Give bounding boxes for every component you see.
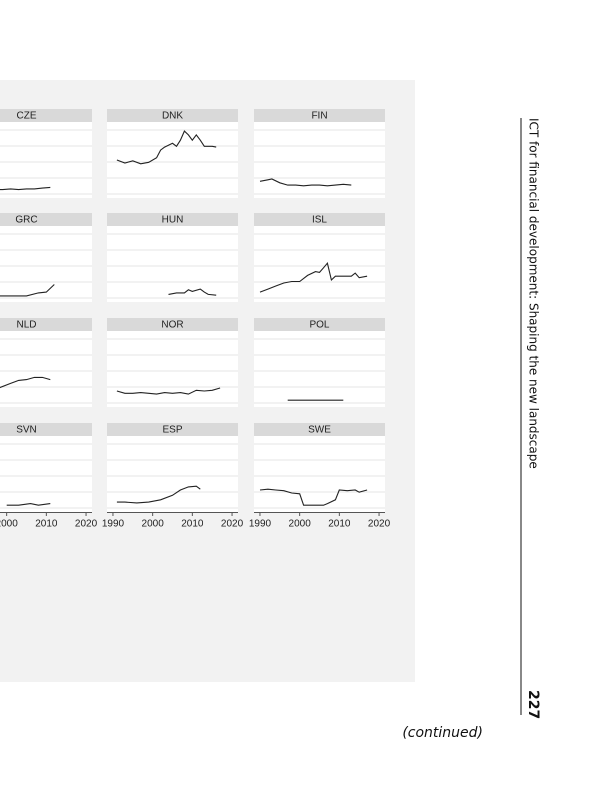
data-line bbox=[168, 288, 217, 296]
x-tick-label: 1990 bbox=[249, 519, 272, 530]
x-tick-label: 1990 bbox=[102, 519, 125, 530]
panel-background bbox=[0, 436, 92, 512]
panel-background bbox=[0, 226, 92, 302]
strip-header bbox=[107, 213, 238, 226]
panels: CZE DNK FIN GRC HUN ISL NLD NOR POL SVN 1990 2000 20… bbox=[0, 109, 391, 530]
panel-background bbox=[107, 436, 238, 512]
panel-title: NOR bbox=[161, 320, 183, 331]
panel-background bbox=[254, 122, 385, 198]
x-tick-label: 2010 bbox=[35, 519, 58, 530]
panel-title: CZE bbox=[17, 111, 37, 122]
strip-header bbox=[0, 109, 92, 122]
x-tick-label: 2020 bbox=[75, 519, 98, 530]
strip-header bbox=[254, 213, 385, 226]
x-tick-label: 2000 bbox=[289, 519, 312, 530]
panel-background bbox=[254, 226, 385, 302]
strip-header bbox=[107, 423, 238, 436]
panel-background bbox=[107, 331, 238, 407]
data-line bbox=[0, 186, 51, 191]
data-line bbox=[259, 262, 368, 293]
data-line bbox=[6, 503, 51, 506]
data-line bbox=[0, 376, 51, 389]
panel-title: ESP bbox=[162, 425, 182, 436]
panel-title: SVN bbox=[16, 425, 37, 436]
panel-title: ISL bbox=[312, 215, 327, 226]
data-line bbox=[259, 488, 368, 506]
data-line bbox=[116, 485, 201, 504]
strip-header bbox=[254, 318, 385, 331]
strip-header bbox=[107, 318, 238, 331]
x-tick-label: 2020 bbox=[221, 519, 244, 530]
panel-title: SWE bbox=[308, 425, 331, 436]
strip-header bbox=[0, 213, 92, 226]
panel-title: DNK bbox=[162, 111, 183, 122]
data-line bbox=[259, 178, 352, 187]
continued-note: (continued) bbox=[402, 725, 483, 741]
data-line bbox=[0, 284, 55, 297]
panel-title: GRC bbox=[15, 215, 37, 226]
strip-header bbox=[107, 109, 238, 122]
panel-background bbox=[0, 331, 92, 407]
x-tick-label: 2010 bbox=[328, 519, 351, 530]
panel-title: FIN bbox=[311, 111, 327, 122]
strip-header bbox=[0, 423, 92, 436]
page-number: 227 bbox=[525, 690, 541, 719]
panel-title: POL bbox=[309, 320, 329, 331]
panel-title: NLD bbox=[16, 320, 36, 331]
x-tick-label: 2000 bbox=[142, 519, 165, 530]
panel-background bbox=[0, 122, 92, 198]
data-line bbox=[116, 387, 221, 395]
data-line bbox=[116, 130, 217, 165]
x-tick-label: 2020 bbox=[368, 519, 391, 530]
strip-header bbox=[0, 318, 92, 331]
panel-background bbox=[107, 226, 238, 302]
x-tick-label: 2010 bbox=[181, 519, 204, 530]
x-tick-label: 2000 bbox=[0, 519, 18, 530]
panel-title: HUN bbox=[162, 215, 184, 226]
panel-background bbox=[254, 331, 385, 407]
panel-background bbox=[107, 122, 238, 198]
strip-header bbox=[254, 423, 385, 436]
panel-background bbox=[254, 436, 385, 512]
side-title: ICT for financial development: Shaping t… bbox=[527, 118, 541, 469]
strip-header bbox=[254, 109, 385, 122]
